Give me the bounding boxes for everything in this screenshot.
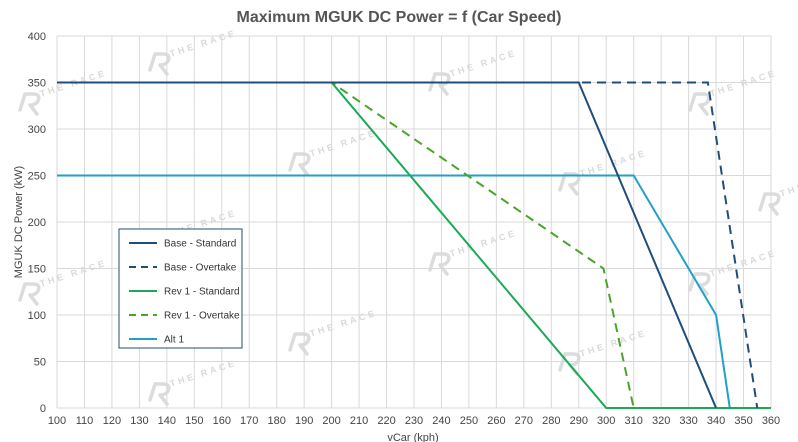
x-tick-label: 320	[652, 415, 670, 427]
x-tick-label: 190	[295, 415, 313, 427]
x-tick-label: 120	[103, 415, 121, 427]
legend-label-base-overtake: Base - Overtake	[164, 263, 237, 274]
x-tick-label: 210	[350, 415, 368, 427]
legend-box	[118, 228, 243, 349]
x-tick-label: 110	[76, 415, 94, 427]
y-tick-label: 200	[28, 217, 46, 229]
x-tick-label: 130	[130, 415, 148, 427]
x-tick-label: 350	[734, 415, 752, 427]
x-tick-label: 180	[268, 415, 286, 427]
y-tick-label: 150	[28, 264, 46, 276]
watermark-logo: THE RACE	[558, 328, 648, 376]
watermark-logo: THE RACE	[18, 68, 108, 116]
x-tick-label: 200	[322, 415, 340, 427]
x-tick-label: 140	[158, 415, 176, 427]
legend-label-alt-1: Alt 1	[164, 335, 184, 346]
series-line-base-standard	[57, 81, 717, 409]
y-tick-label: 400	[28, 31, 46, 43]
y-tick-label: 250	[28, 171, 46, 183]
x-tick-label: 220	[377, 415, 395, 427]
watermark-text: THE RACE	[778, 168, 798, 199]
watermark-text: THE RACE	[168, 358, 238, 389]
x-axis-title: vCar (kph)	[387, 432, 438, 442]
y-tick-label: 350	[28, 78, 46, 90]
x-tick-label: 170	[240, 415, 258, 427]
tick-labels: 100 110 120 130 140 150 160 170 180 190 200 210 220 2…	[28, 31, 781, 427]
watermark-text: THE RACE	[308, 128, 378, 159]
x-tick-label: 300	[597, 415, 615, 427]
series-lines	[57, 81, 771, 409]
x-tick-label: 250	[460, 415, 478, 427]
watermark-logo: THE RACE	[558, 148, 648, 196]
x-tick-label: 100	[48, 415, 66, 427]
x-tick-label: 230	[405, 415, 423, 427]
x-tick-label: 270	[515, 415, 533, 427]
x-tick-label: 330	[679, 415, 697, 427]
x-tick-label: 340	[707, 415, 725, 427]
x-tick-label: 280	[542, 415, 560, 427]
legend: Base - Standard Base - Overtake Rev 1 - St…	[118, 228, 243, 349]
watermark-text: THE RACE	[448, 48, 518, 79]
x-tick-label: 290	[570, 415, 588, 427]
x-tick-label: 260	[487, 415, 505, 427]
chart-title: Maximum MGUK DC Power = f (Car Speed)	[237, 9, 562, 26]
x-tick-label: 150	[185, 415, 203, 427]
x-tick-label: 240	[432, 415, 450, 427]
legend-label-base-standard: Base - Standard	[164, 239, 236, 250]
x-tick-label: 160	[213, 415, 231, 427]
watermark-logo: THE RACE	[758, 168, 798, 216]
y-tick-label: 300	[28, 124, 46, 136]
legend-label-rev-1-standard: Rev 1 - Standard	[164, 287, 240, 298]
watermark-text: THE RACE	[308, 308, 378, 339]
y-axis-title: MGUK DC Power (kW)	[13, 166, 25, 278]
legend-label-rev-1-overtake: Rev 1 - Overtake	[164, 311, 240, 322]
watermark-logo: THE RACE	[428, 48, 518, 96]
watermark-text: THE RACE	[578, 328, 648, 359]
watermark-logo: THE RACE	[688, 248, 778, 296]
y-tick-label: 100	[28, 310, 46, 322]
gridlines	[56, 35, 772, 409]
y-tick-label: 50	[34, 357, 46, 369]
y-tick-label: 0	[40, 403, 46, 415]
x-tick-label: 360	[762, 415, 780, 427]
x-tick-label: 310	[625, 415, 643, 427]
watermark-logo: THE RACE	[288, 128, 378, 176]
watermark-text: THE RACE	[38, 258, 108, 289]
watermark-text: THE RACE	[168, 28, 238, 59]
watermark-logo: THE RACE	[688, 68, 778, 116]
